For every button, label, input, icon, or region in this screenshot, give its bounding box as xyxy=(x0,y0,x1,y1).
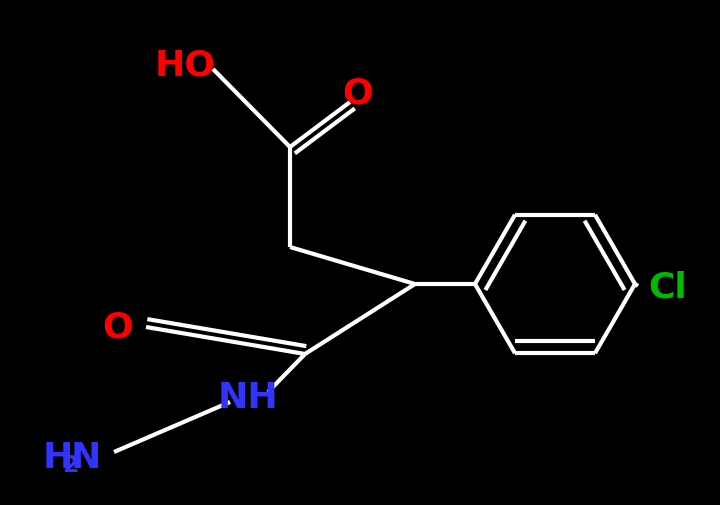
Text: O: O xyxy=(343,76,374,110)
Text: 2: 2 xyxy=(62,453,78,477)
Text: H: H xyxy=(42,440,73,474)
Text: HO: HO xyxy=(154,48,215,82)
Text: NH: NH xyxy=(217,380,279,414)
Text: O: O xyxy=(103,311,133,344)
Text: N: N xyxy=(71,440,102,474)
Text: Cl: Cl xyxy=(648,270,687,304)
